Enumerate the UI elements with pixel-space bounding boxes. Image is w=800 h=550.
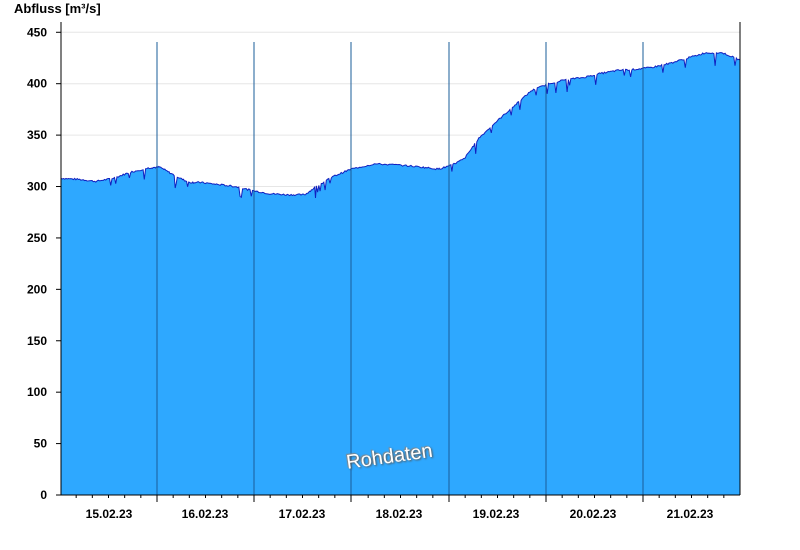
y-tick-label: 50 [34,437,48,451]
y-tick-label: 350 [27,128,47,142]
y-tick-label: 200 [27,282,47,296]
x-axis-ticks: 15.02.23 16.02.23 17.02.23 18.02.23 19.02.23… [75,495,725,521]
y-tick-label: 0 [40,488,47,502]
x-tick-label: 16.02.23 [182,507,229,521]
y-tick-label: 400 [27,77,47,91]
x-tick-label: 19.02.23 [473,507,520,521]
x-tick-label: 15.02.23 [86,507,133,521]
y-tick-label: 250 [27,231,47,245]
discharge-area-fill [61,52,740,495]
x-tick-label: 20.02.23 [570,507,617,521]
y-tick-label: 150 [27,334,47,348]
x-tick-label: 21.02.23 [667,507,714,521]
discharge-line [60,52,741,199]
x-tick-label: 18.02.23 [376,507,423,521]
discharge-area [60,52,741,495]
y-axis-ticks: 0 50 100 150 200 250 300 350 400 450 [27,25,61,502]
y-tick-label: 100 [27,385,47,399]
y-tick-label: 300 [27,180,47,194]
day-separators [156,42,644,495]
x-tick-label: 17.02.23 [279,507,326,521]
y-tick-label: 450 [27,25,47,39]
y-axis-label: Abfluss [m³/s] [14,1,101,16]
